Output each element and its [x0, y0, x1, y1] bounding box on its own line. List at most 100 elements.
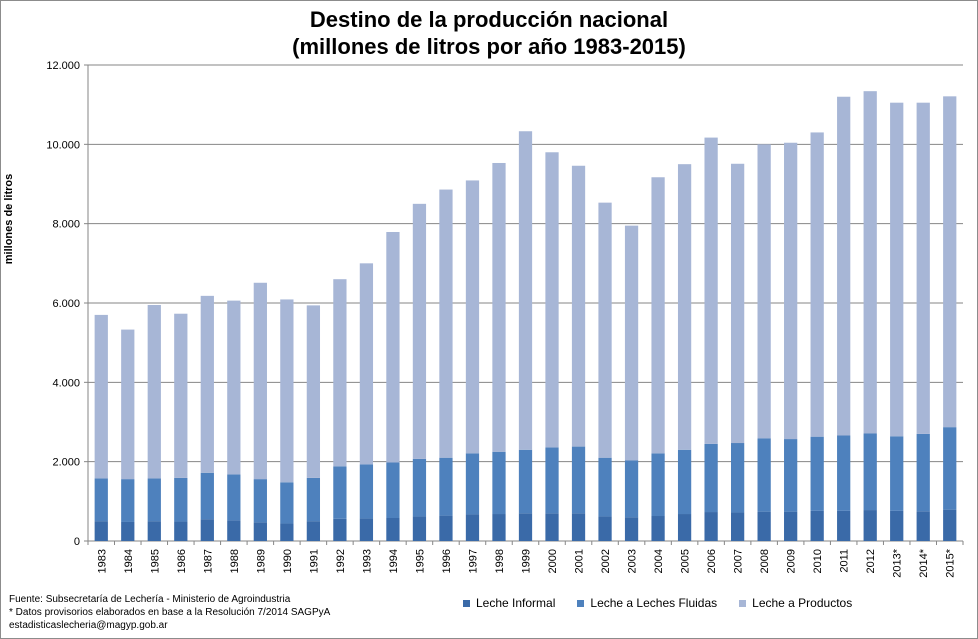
- bar-leche-informal: [492, 514, 506, 541]
- y-tick-label: 4.000: [52, 377, 80, 389]
- bar-productos: [757, 144, 771, 439]
- x-tick-label: 2010: [812, 549, 824, 573]
- bar-productos: [890, 102, 904, 437]
- bar-leche-informal: [359, 518, 374, 541]
- bar-leche-informal: [412, 516, 427, 541]
- bar-productos: [492, 162, 506, 452]
- x-tick-label: 1991: [308, 549, 320, 573]
- source-line-2: * Datos provisorios elaborados en base a…: [9, 607, 331, 618]
- bar-productos: [306, 305, 321, 478]
- x-tick-label: 2009: [786, 549, 798, 573]
- bar-leche-informal: [174, 521, 188, 541]
- bar-leche-informal: [121, 521, 135, 541]
- bar-leches-fluidas: [439, 457, 453, 516]
- bar-leche-informal: [704, 512, 718, 541]
- bar-leche-informal: [439, 515, 453, 541]
- y-tick-label: 6.000: [52, 298, 80, 310]
- x-tick-label: 2006: [706, 549, 718, 573]
- x-tick-label: 1987: [202, 549, 214, 573]
- y-tick-label: 2.000: [52, 457, 80, 469]
- bar-leches-fluidas: [651, 453, 665, 517]
- x-tick-label: 1996: [441, 549, 453, 573]
- bar-leches-fluidas: [677, 449, 692, 515]
- bar-leches-fluidas: [890, 436, 904, 511]
- bar-leche-informal: [545, 513, 559, 541]
- bar-leches-fluidas: [121, 479, 135, 522]
- bar-productos: [943, 96, 957, 428]
- bar-leches-fluidas: [784, 439, 798, 512]
- bar-leche-informal: [465, 514, 480, 541]
- bar-productos: [253, 282, 267, 480]
- x-tick-label: 1993: [361, 549, 373, 573]
- bar-leche-informal: [784, 511, 798, 541]
- bar-leche-informal: [227, 520, 241, 541]
- bar-leches-fluidas: [571, 446, 586, 514]
- bar-leches-fluidas: [730, 443, 745, 513]
- bar-productos: [784, 142, 798, 440]
- x-tick-label: 1985: [149, 549, 161, 573]
- legend-label-leche-informal: Leche Informal: [476, 596, 556, 610]
- bar-productos: [545, 152, 559, 448]
- y-tick-label: 8.000: [52, 219, 80, 231]
- x-tick-label: 2005: [680, 549, 692, 573]
- bar-leche-informal: [386, 517, 400, 541]
- bar-leche-informal: [890, 510, 904, 541]
- bar-leche-informal: [916, 511, 930, 541]
- bar-leches-fluidas: [200, 472, 214, 520]
- x-tick-label: 1986: [176, 549, 188, 573]
- bar-leche-informal: [651, 516, 665, 541]
- bar-productos: [704, 137, 718, 444]
- legend-item-leches-fluidas: Leche a Leches Fluidas: [577, 596, 717, 610]
- bar-leche-informal: [943, 509, 957, 541]
- bar-leches-fluidas: [624, 460, 639, 518]
- x-tick-label: 2001: [574, 549, 586, 573]
- bar-leche-informal: [333, 518, 347, 541]
- bar-leches-fluidas: [94, 478, 108, 522]
- x-tick-label: 1995: [414, 549, 426, 573]
- x-tick-label: 1992: [335, 549, 347, 573]
- x-tick-label: 2000: [547, 549, 559, 573]
- y-tick-label: 0: [74, 536, 80, 548]
- bar-productos: [624, 225, 639, 461]
- x-tick-label: 1983: [96, 549, 108, 573]
- bar-productos: [333, 279, 347, 467]
- legend-item-productos: Leche a Productos: [739, 596, 852, 610]
- bar-leches-fluidas: [359, 464, 374, 519]
- bar-productos: [916, 102, 930, 434]
- chart-title: Destino de la producción nacional: [309, 7, 669, 32]
- bar-leche-informal: [280, 523, 294, 541]
- legend-label-productos: Leche a Productos: [752, 596, 853, 610]
- bar-productos: [439, 189, 453, 458]
- bar-productos: [147, 304, 161, 479]
- bar-leche-informal: [253, 522, 267, 541]
- bar-productos: [651, 177, 665, 454]
- bar-leches-fluidas: [598, 457, 612, 517]
- x-tick-label: 1994: [388, 549, 400, 573]
- bar-leche-informal: [624, 517, 639, 541]
- bar-leche-informal: [730, 512, 745, 541]
- bar-leches-fluidas: [174, 477, 188, 522]
- bar-leches-fluidas: [253, 479, 267, 523]
- x-tick-label: 1997: [467, 549, 479, 573]
- bar-leches-fluidas: [810, 436, 824, 511]
- bar-productos: [174, 313, 188, 478]
- legend-item-leche-informal: Leche Informal: [463, 596, 555, 610]
- bar-leches-fluidas: [412, 458, 427, 517]
- x-tick-label: 2012: [865, 549, 877, 573]
- bar-leche-informal: [518, 513, 533, 541]
- bar-leches-fluidas: [757, 438, 771, 512]
- bar-productos: [227, 300, 241, 475]
- bar-leche-informal: [200, 519, 214, 541]
- bar-productos: [863, 91, 877, 434]
- bar-leche-informal: [598, 516, 612, 541]
- bar-leches-fluidas: [147, 478, 161, 522]
- bar-leche-informal: [306, 521, 321, 541]
- bar-leche-informal: [94, 521, 108, 541]
- bar-leches-fluidas: [492, 451, 506, 515]
- bar-productos: [121, 329, 135, 480]
- bar-productos: [94, 314, 108, 479]
- y-tick-label: 12.000: [46, 60, 80, 72]
- bar-productos: [810, 132, 824, 437]
- x-tick-label: 2003: [627, 549, 639, 573]
